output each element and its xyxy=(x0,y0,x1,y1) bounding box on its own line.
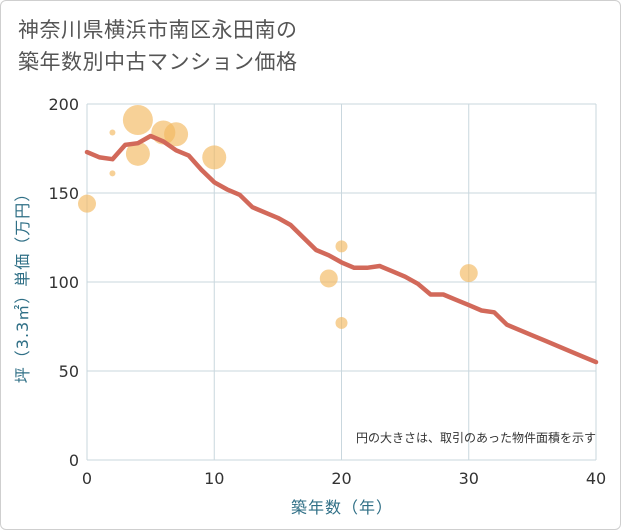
scatter-point xyxy=(319,269,338,288)
scatter-point xyxy=(459,264,478,283)
y-tick-label: 50 xyxy=(59,362,79,381)
bubble-size-note: 円の大きさは、取引のあった物件面積を示す xyxy=(356,430,596,445)
x-tick-label: 20 xyxy=(331,469,351,488)
scatter-point xyxy=(78,194,96,213)
chart-title-line1: 神奈川県横浜市南区永田南の xyxy=(18,18,298,42)
scatter-point xyxy=(109,129,116,136)
y-tick-label: 150 xyxy=(48,184,79,203)
scatter-points xyxy=(78,105,478,329)
scatter-point xyxy=(122,105,153,136)
x-tick-label: 0 xyxy=(82,469,92,488)
y-tick-label: 200 xyxy=(48,95,79,114)
scatter-point xyxy=(202,145,227,170)
grid-lines xyxy=(86,103,597,461)
axis-tick-labels: 0 50 100 150 200 0 10 20 30 40 xyxy=(48,95,606,488)
chart-title: 神奈川県横浜市南区永田南の 築年数別中古マンション価格 xyxy=(18,14,298,78)
y-axis-title: 坪（3.3㎡）単価（万円） xyxy=(13,185,32,383)
x-axis-title: 築年数（年） xyxy=(291,498,393,517)
y-tick-label: 100 xyxy=(48,273,79,292)
scatter-point xyxy=(335,240,348,253)
scatter-point xyxy=(125,141,150,166)
x-tick-label: 30 xyxy=(459,469,479,488)
trend-line xyxy=(84,133,599,365)
x-tick-label: 10 xyxy=(204,469,224,488)
x-tick-label: 40 xyxy=(586,469,606,488)
chart-title-line2: 築年数別中古マンション価格 xyxy=(18,50,298,74)
trend-line-group xyxy=(84,133,599,365)
scatter-point xyxy=(335,316,348,329)
y-tick-label: 0 xyxy=(69,451,79,470)
scatter-point xyxy=(164,122,189,147)
scatter-point xyxy=(109,170,116,177)
